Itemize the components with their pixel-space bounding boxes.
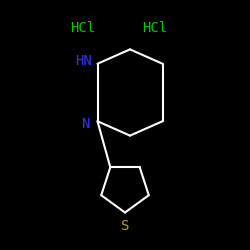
Text: HCl: HCl [142,20,168,34]
Text: HN: HN [76,54,92,68]
Text: S: S [121,219,129,233]
Text: HCl: HCl [70,20,95,34]
Text: N: N [82,117,90,131]
